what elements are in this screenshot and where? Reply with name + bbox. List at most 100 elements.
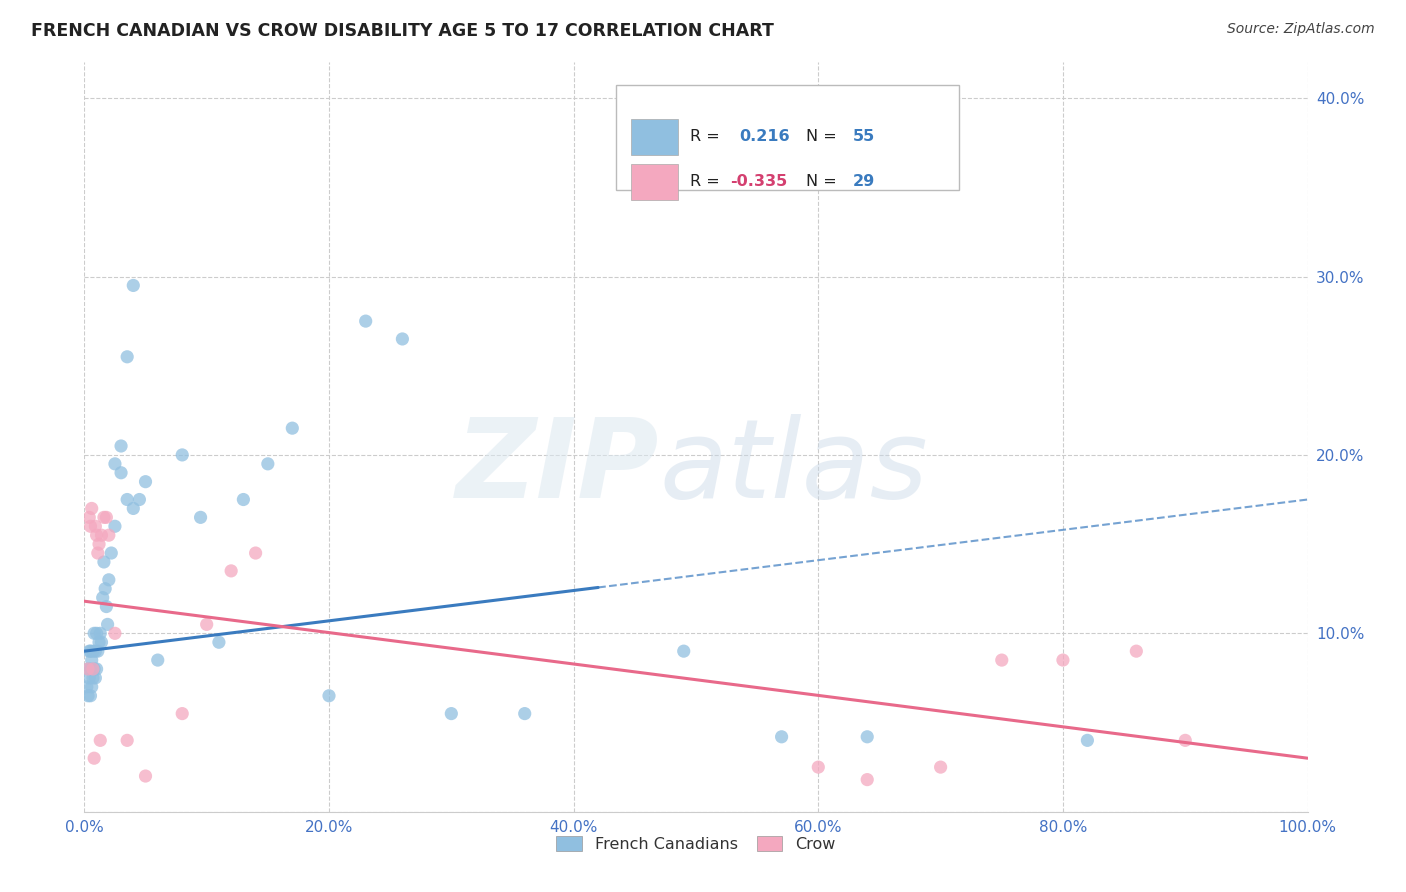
- Point: [1052, 653, 1074, 667]
- Point: [110, 466, 132, 480]
- Point: [87, 635, 110, 649]
- Point: [82, 662, 104, 676]
- FancyBboxPatch shape: [631, 119, 678, 154]
- Point: [104, 457, 127, 471]
- Point: [115, 350, 138, 364]
- Point: [135, 769, 157, 783]
- Point: [83, 662, 105, 676]
- Point: [146, 653, 169, 667]
- Point: [807, 760, 830, 774]
- Point: [80, 653, 103, 667]
- Point: [91, 591, 114, 605]
- Point: [84, 671, 107, 685]
- Point: [84, 644, 107, 658]
- Point: [513, 706, 536, 721]
- Point: [77, 510, 100, 524]
- Text: FRENCH CANADIAN VS CROW DISABILITY AGE 5 TO 17 CORRELATION CHART: FRENCH CANADIAN VS CROW DISABILITY AGE 5…: [31, 22, 773, 40]
- Point: [122, 501, 145, 516]
- Point: [83, 626, 105, 640]
- Point: [93, 555, 115, 569]
- Point: [672, 644, 695, 658]
- Point: [318, 689, 340, 703]
- Point: [128, 492, 150, 507]
- Point: [1174, 733, 1197, 747]
- Point: [97, 573, 120, 587]
- Point: [86, 528, 108, 542]
- Point: [257, 457, 280, 471]
- Point: [391, 332, 413, 346]
- FancyBboxPatch shape: [631, 163, 678, 200]
- Point: [219, 564, 242, 578]
- Point: [90, 635, 112, 649]
- Point: [94, 582, 117, 596]
- Point: [90, 528, 112, 542]
- Text: 0.216: 0.216: [738, 129, 789, 145]
- Point: [232, 492, 254, 507]
- Point: [82, 671, 104, 685]
- Point: [79, 519, 101, 533]
- Point: [281, 421, 304, 435]
- Point: [770, 730, 793, 744]
- Text: N =: N =: [806, 174, 842, 189]
- Point: [96, 599, 118, 614]
- Point: [856, 730, 879, 744]
- Point: [354, 314, 377, 328]
- Point: [89, 733, 111, 747]
- Point: [104, 519, 127, 533]
- Point: [79, 689, 101, 703]
- Point: [79, 644, 101, 658]
- Point: [208, 635, 231, 649]
- Point: [195, 617, 218, 632]
- Point: [89, 626, 111, 640]
- Point: [80, 680, 103, 694]
- Point: [172, 448, 194, 462]
- Point: [77, 644, 100, 658]
- Text: 55: 55: [852, 129, 875, 145]
- Text: -0.335: -0.335: [730, 174, 787, 189]
- Point: [77, 671, 100, 685]
- Text: R =: R =: [690, 129, 724, 145]
- Point: [76, 680, 98, 694]
- Point: [172, 706, 194, 721]
- Text: Source: ZipAtlas.com: Source: ZipAtlas.com: [1227, 22, 1375, 37]
- Text: R =: R =: [690, 174, 724, 189]
- Point: [1076, 733, 1098, 747]
- FancyBboxPatch shape: [616, 85, 959, 190]
- Point: [110, 439, 132, 453]
- Point: [97, 528, 120, 542]
- Point: [190, 510, 212, 524]
- Point: [82, 644, 104, 658]
- Text: atlas: atlas: [659, 414, 928, 521]
- Point: [83, 751, 105, 765]
- Point: [86, 662, 108, 676]
- Legend: French Canadians, Crow: French Canadians, Crow: [548, 829, 844, 860]
- Text: N =: N =: [806, 129, 842, 145]
- Point: [77, 662, 100, 676]
- Point: [115, 733, 138, 747]
- Point: [1125, 644, 1147, 658]
- Point: [96, 510, 118, 524]
- Point: [115, 492, 138, 507]
- Point: [84, 519, 107, 533]
- Text: 29: 29: [852, 174, 875, 189]
- Point: [856, 772, 879, 787]
- Text: ZIP: ZIP: [456, 414, 659, 521]
- Y-axis label: Disability Age 5 to 17: Disability Age 5 to 17: [0, 355, 7, 519]
- Point: [79, 662, 101, 676]
- Point: [135, 475, 157, 489]
- Point: [122, 278, 145, 293]
- Point: [104, 626, 127, 640]
- Point: [929, 760, 952, 774]
- Point: [87, 537, 110, 551]
- Point: [97, 617, 120, 632]
- Point: [77, 689, 100, 703]
- Point: [245, 546, 267, 560]
- Point: [87, 546, 110, 560]
- Point: [77, 662, 100, 676]
- Point: [80, 501, 103, 516]
- Point: [87, 644, 110, 658]
- Point: [86, 626, 108, 640]
- Point: [93, 510, 115, 524]
- Point: [991, 653, 1014, 667]
- Point: [440, 706, 463, 721]
